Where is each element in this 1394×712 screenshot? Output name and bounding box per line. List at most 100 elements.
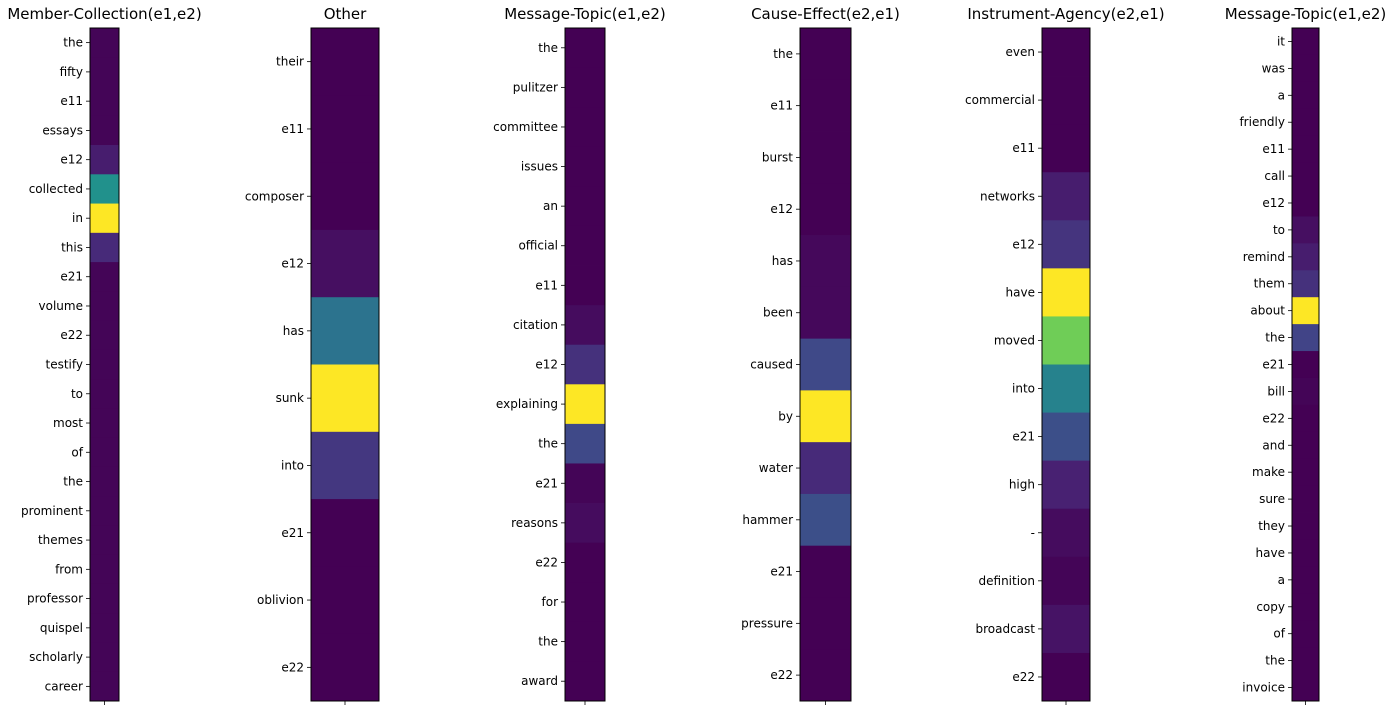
y-tick-label: remind xyxy=(1243,250,1285,264)
heatmap-panel-6: Message-Topic(e1,e2) it was a friendly e11 cal… xyxy=(1225,5,1387,705)
y-tick-label: invoice xyxy=(1242,681,1285,695)
heatmap-cell xyxy=(1292,324,1319,352)
heatmap-cell xyxy=(565,384,605,425)
panel-title: Other xyxy=(324,5,367,23)
y-tick-label: e21 xyxy=(770,565,793,579)
y-tick-label: definition xyxy=(979,574,1035,588)
heatmap-cell xyxy=(90,320,119,351)
heatmap-cell xyxy=(800,493,851,547)
heatmap-cell xyxy=(800,545,851,598)
heatmap-cell xyxy=(1042,460,1090,510)
heatmap-cell xyxy=(90,379,119,409)
heatmap-panel-3: Message-Topic(e1,e2) the pulitzer committee… xyxy=(493,5,666,705)
heatmap-cell xyxy=(1292,54,1319,83)
y-tick-label: pulitzer xyxy=(513,80,558,94)
y-tick-label: networks xyxy=(980,189,1035,203)
heatmap-cell xyxy=(90,174,119,204)
heatmap-cell xyxy=(1292,297,1319,325)
heatmap-cell xyxy=(565,661,605,702)
heatmap-cell xyxy=(800,235,851,288)
y-tick-label: has xyxy=(772,254,793,268)
y-tick-label: e12 xyxy=(1012,237,1035,251)
y-tick-label: of xyxy=(1273,627,1285,641)
y-tick-label: into xyxy=(1012,382,1035,396)
y-tick-label: e22 xyxy=(770,668,793,682)
y-tick-label: high xyxy=(1009,478,1035,492)
heatmap-cell xyxy=(1042,124,1090,173)
heatmap-cell xyxy=(565,344,605,385)
heatmap-cell xyxy=(90,232,119,263)
heatmap-cell xyxy=(800,183,851,236)
heatmap-cell xyxy=(90,291,119,322)
y-tick-label: collected xyxy=(29,182,83,196)
heatmap-panel-1: Member-Collection(e1,e2) the fifty e11 essay… xyxy=(7,5,202,705)
y-tick-label: was xyxy=(1262,61,1285,75)
panel-title: Member-Collection(e1,e2) xyxy=(7,5,201,23)
y-tick-label: e11 xyxy=(281,122,304,136)
heatmap-cell xyxy=(90,554,119,585)
heatmap-cell xyxy=(311,431,379,500)
heatmap-cell xyxy=(1042,172,1090,221)
heatmap-cell xyxy=(1292,647,1319,675)
panel-title: Instrument-Agency(e2,e1) xyxy=(967,5,1164,23)
y-tick-label: official xyxy=(518,239,558,253)
y-tick-label: friendly xyxy=(1239,115,1285,129)
heatmap-cell xyxy=(565,28,605,68)
heatmap-cell xyxy=(90,203,119,234)
y-tick-label: moved xyxy=(994,333,1035,347)
heatmap-panel-4: Cause-Effect(e2,e1) the e11 burst e12 has been… xyxy=(741,5,900,705)
y-tick-label: essays xyxy=(42,123,83,137)
y-tick-label: e12 xyxy=(60,153,83,167)
heatmap-cell xyxy=(1292,539,1319,567)
y-tick-label: e22 xyxy=(281,660,304,674)
heatmap-cell xyxy=(800,286,851,340)
y-tick-label: the xyxy=(538,41,558,55)
heatmap-cell xyxy=(90,86,119,117)
y-tick-label: them xyxy=(1254,277,1285,291)
y-tick-label: this xyxy=(61,240,83,254)
y-tick-label: water xyxy=(759,461,793,475)
heatmap-cell xyxy=(90,583,119,614)
y-tick-label: sunk xyxy=(276,391,304,405)
y-tick-label: the xyxy=(1265,331,1285,345)
heatmap-cell xyxy=(565,67,605,108)
panel-title: Message-Topic(e1,e2) xyxy=(1225,5,1387,23)
y-tick-label: committee xyxy=(493,120,558,134)
y-tick-label: about xyxy=(1250,304,1285,318)
heatmap-cell xyxy=(311,566,379,635)
y-tick-label: make xyxy=(1252,465,1285,479)
y-tick-label: e21 xyxy=(1012,430,1035,444)
heatmap-cell xyxy=(565,305,605,346)
heatmap-cell xyxy=(1292,404,1319,433)
y-tick-label: from xyxy=(55,562,83,576)
y-tick-label: themes xyxy=(38,533,83,547)
heatmap-cell xyxy=(1292,270,1319,298)
y-tick-label: an xyxy=(543,199,558,213)
heatmap-cell xyxy=(311,364,379,433)
y-tick-label: for xyxy=(542,595,559,609)
heatmap-cell xyxy=(311,633,379,702)
y-tick-label: e11 xyxy=(535,278,558,292)
heatmap-cell xyxy=(90,671,119,702)
y-tick-label: e12 xyxy=(281,257,304,271)
heatmap-cell xyxy=(565,503,605,544)
y-tick-label: professor xyxy=(27,592,83,606)
heatmap-cell xyxy=(565,107,605,148)
y-tick-label: reasons xyxy=(511,516,558,530)
y-tick-label: hammer xyxy=(742,513,793,527)
heatmap-panel-5: Instrument-Agency(e2,e1) even commercial e1… xyxy=(965,5,1165,705)
heatmap-cell xyxy=(1292,28,1319,56)
y-tick-label: and xyxy=(1262,438,1285,452)
y-tick-label: into xyxy=(281,458,304,472)
y-tick-label: pressure xyxy=(741,616,793,630)
heatmap-cell xyxy=(1292,620,1319,648)
heatmap-cell xyxy=(90,525,119,556)
y-tick-label: bill xyxy=(1267,384,1285,398)
heatmap-cell xyxy=(90,57,119,87)
heatmap-cell xyxy=(565,463,605,504)
heatmap-cell xyxy=(311,499,379,567)
heatmap-cell xyxy=(800,79,851,132)
y-tick-label: the xyxy=(538,635,558,649)
y-tick-label: - xyxy=(1031,526,1035,540)
heatmap-cell xyxy=(1042,364,1090,413)
